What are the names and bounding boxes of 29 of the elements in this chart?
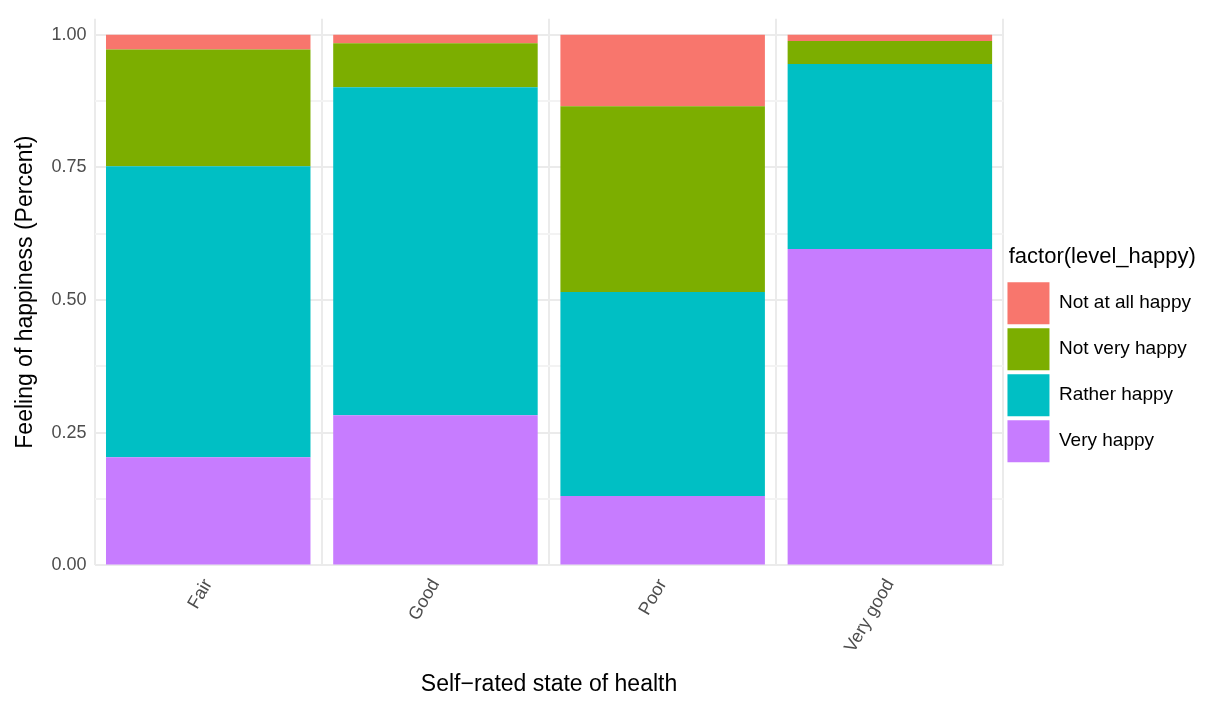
bar	[560, 292, 765, 496]
y-tick-label: 0.25	[51, 421, 87, 442]
bar	[560, 495, 765, 565]
bar	[333, 87, 538, 416]
bar	[787, 249, 993, 565]
bar	[333, 415, 538, 565]
bar	[105, 457, 311, 565]
x-axis-title: Self−rated state of health	[420, 669, 678, 696]
legend-label: Very happy	[1058, 429, 1155, 451]
legend-title: factor(level_happy)	[1008, 242, 1196, 268]
legend-label: Not very happy	[1058, 337, 1188, 359]
bar	[105, 166, 311, 458]
bar	[560, 106, 765, 293]
y-axis-title: Feeling of happiness (Percent)	[11, 135, 38, 449]
bar	[787, 34, 993, 42]
legend-label: Rather happy	[1058, 383, 1174, 405]
y-tick-label: 1.00	[51, 23, 87, 44]
bar	[105, 49, 311, 167]
y-tick-label: 0.50	[51, 289, 87, 310]
y-tick-label: 0.00	[51, 554, 87, 575]
bar	[560, 34, 765, 107]
x-tick-label: Fair	[183, 575, 217, 613]
bar	[787, 41, 993, 64]
bar	[105, 34, 311, 50]
y-tick-label: 0.75	[51, 156, 87, 177]
legend-label: Not at all happy	[1058, 291, 1192, 313]
bar	[787, 63, 993, 250]
bar	[333, 34, 538, 44]
bar	[333, 43, 538, 88]
